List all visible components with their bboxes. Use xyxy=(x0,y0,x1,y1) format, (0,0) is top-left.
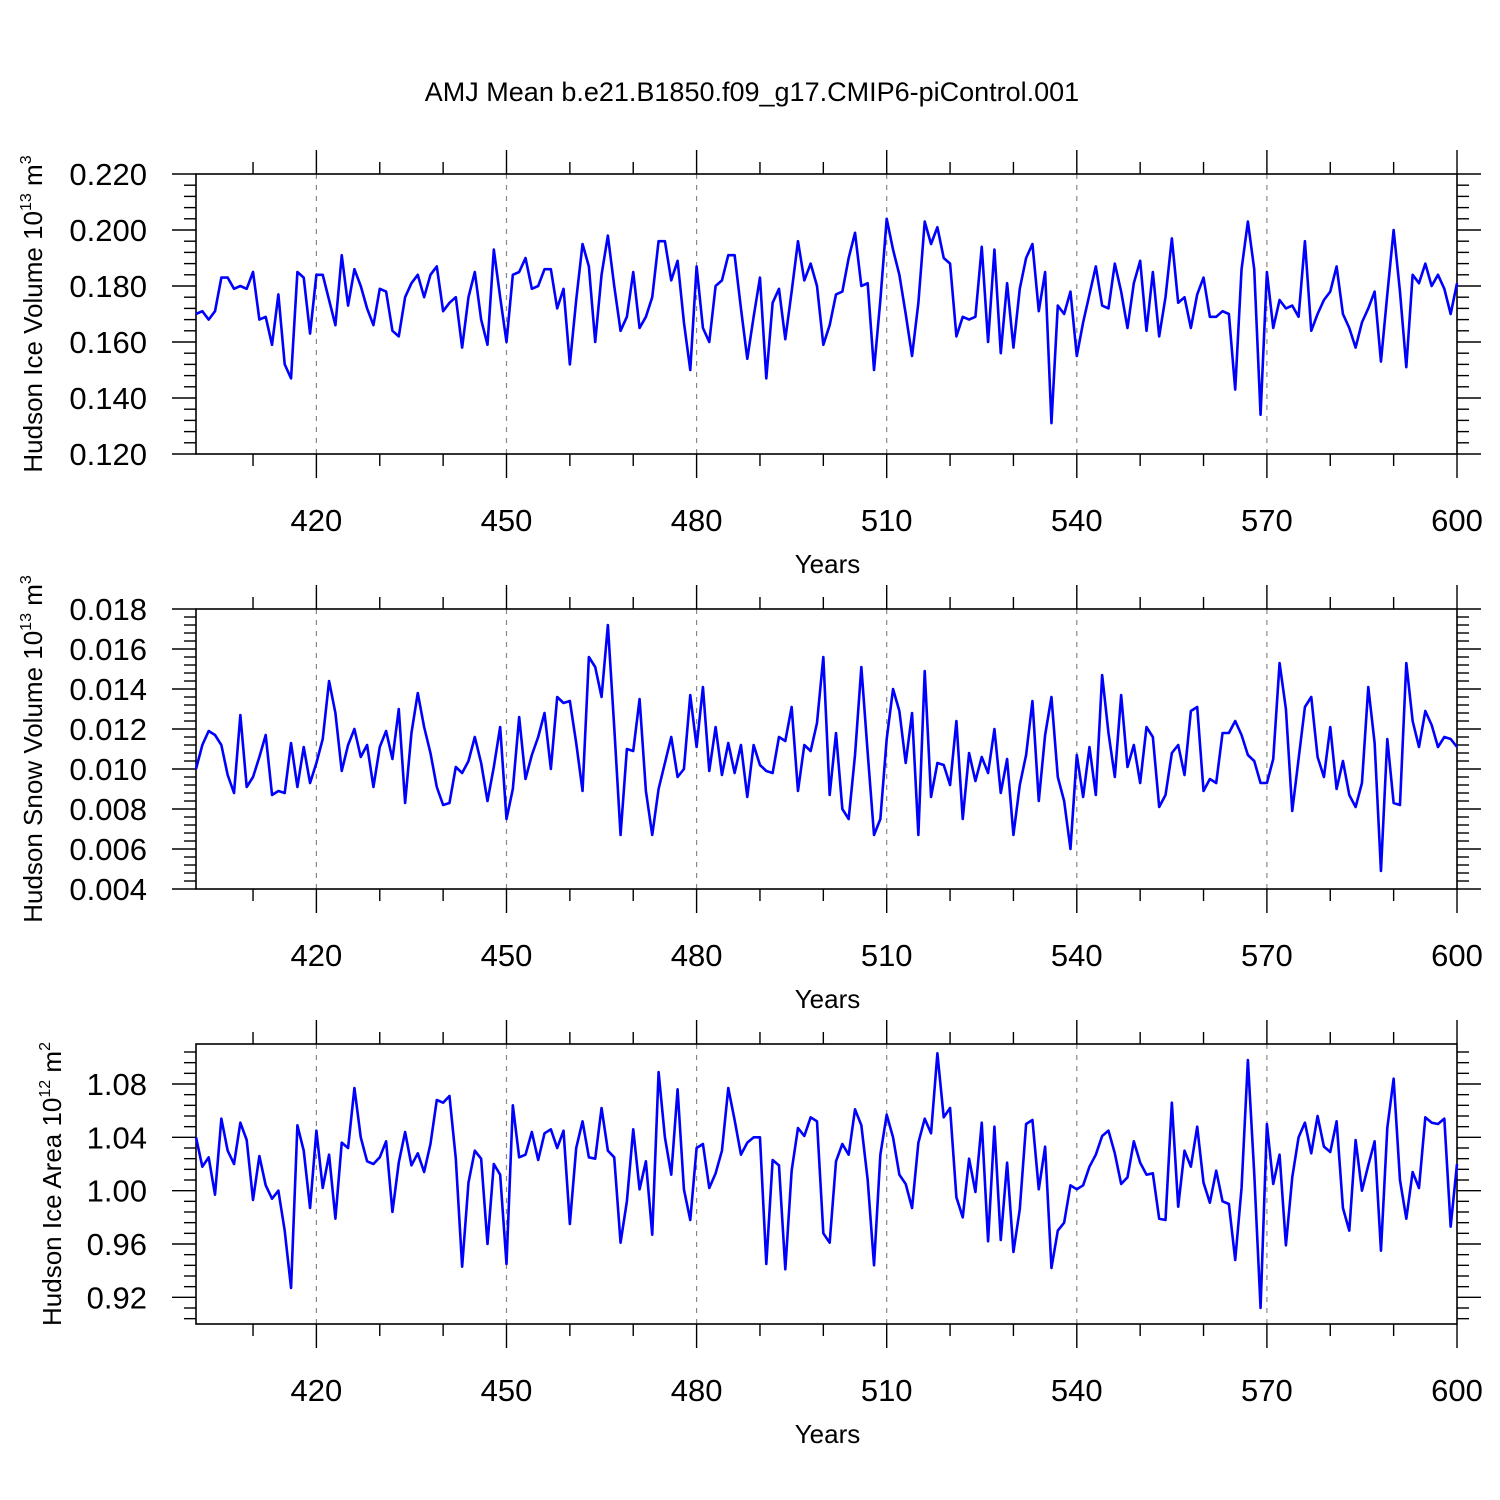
ice-area-x-tick-label: 570 xyxy=(1241,1373,1293,1408)
ice-volume-x-tick-label: 570 xyxy=(1241,503,1293,538)
ice-volume-y-tick-label: 0.120 xyxy=(69,437,147,472)
ice-area-x-tick-label: 540 xyxy=(1051,1373,1103,1408)
snow-volume-y-tick-label: 0.014 xyxy=(69,672,147,707)
snow-volume-y-tick-label: 0.004 xyxy=(69,872,147,907)
snow-volume-plot-frame xyxy=(195,608,1458,890)
ice-volume-y-tick-label: 0.220 xyxy=(69,157,147,192)
snow-volume-x-tick-label: 480 xyxy=(671,938,723,973)
ice-area-y-tick-label: 1.00 xyxy=(87,1174,147,1209)
snow-volume-series-line xyxy=(194,623,1459,873)
ice-volume-panel: 420 450 480 510 540 570 600 0.120 0.140 0.160 0.18… xyxy=(18,150,1483,579)
ice-area-y-tick-label: 0.96 xyxy=(87,1227,147,1262)
snow-volume-x-tick-label: 570 xyxy=(1241,938,1293,973)
ice-volume-x-tick-label: 450 xyxy=(481,503,533,538)
snow-volume-x-tick-label: 540 xyxy=(1051,938,1103,973)
ice-area-x-tick-label: 480 xyxy=(671,1373,723,1408)
ice-area-x-tick-label: 600 xyxy=(1431,1373,1483,1408)
snow-volume-y-tick-label: 0.006 xyxy=(69,832,147,867)
ice-area-y-tick-label: 1.04 xyxy=(87,1120,147,1155)
snow-volume-x-axis-label: Years xyxy=(795,984,861,1014)
ice-volume-x-tick-label: 420 xyxy=(291,503,343,538)
ice-area-y-axis-label: Hudson Ice Area 1012 m2 xyxy=(37,1042,67,1326)
ice-area-y-tick-label: 0.92 xyxy=(87,1280,147,1315)
ice-area-x-axis-label: Years xyxy=(795,1419,861,1449)
snow-volume-y-tick-label: 0.016 xyxy=(69,632,147,667)
ice-volume-x-tick-label: 540 xyxy=(1051,503,1103,538)
ice-area-x-tick-label: 450 xyxy=(481,1373,533,1408)
ice-area-x-tick-label: 420 xyxy=(291,1373,343,1408)
snow-volume-x-tick-label: 450 xyxy=(481,938,533,973)
ice-volume-x-axis-label: Years xyxy=(795,549,861,579)
snow-volume-panel: 420 450 480 510 540 570 600 0.004 0.006 0.008 0.01… xyxy=(18,575,1483,1014)
ice-area-plot-frame xyxy=(195,1043,1458,1325)
ice-volume-y-tick-label: 0.160 xyxy=(69,325,147,360)
figure-title: AMJ Mean b.e21.B1850.f09_g17.CMIP6-piCon… xyxy=(425,77,1079,107)
ice-volume-x-tick-label: 480 xyxy=(671,503,723,538)
ice-area-x-tick-label: 510 xyxy=(861,1373,913,1408)
ice-area-series-line xyxy=(194,1052,1459,1310)
snow-volume-y-tick-label: 0.018 xyxy=(69,592,147,627)
ice-volume-y-axis-label: Hudson Ice Volume 1013 m3 xyxy=(18,155,48,472)
ice-volume-x-tick-label: 510 xyxy=(861,503,913,538)
ice-volume-y-tick-label: 0.180 xyxy=(69,269,147,304)
ice-volume-series-line xyxy=(195,217,1459,425)
snow-volume-y-axis-label: Hudson Snow Volume 1013 m3 xyxy=(18,575,48,923)
ice-area-y-tick-label: 1.08 xyxy=(87,1067,147,1102)
ice-volume-y-tick-label: 0.140 xyxy=(69,381,147,416)
snow-volume-y-tick-label: 0.010 xyxy=(69,752,147,787)
ice-volume-y-tick-label: 0.200 xyxy=(69,213,147,248)
snow-volume-x-tick-label: 420 xyxy=(291,938,343,973)
snow-volume-x-tick-label: 600 xyxy=(1431,938,1483,973)
ice-area-panel: 420 450 480 510 540 570 600 0.92 0.96 1.00 1.04 1.0… xyxy=(37,1020,1483,1449)
ice-volume-x-tick-label: 600 xyxy=(1431,503,1483,538)
snow-volume-y-tick-label: 0.008 xyxy=(69,792,147,827)
ice-volume-plot-frame xyxy=(195,173,1458,455)
snow-volume-y-tick-label: 0.012 xyxy=(69,712,147,747)
snow-volume-x-tick-label: 510 xyxy=(861,938,913,973)
